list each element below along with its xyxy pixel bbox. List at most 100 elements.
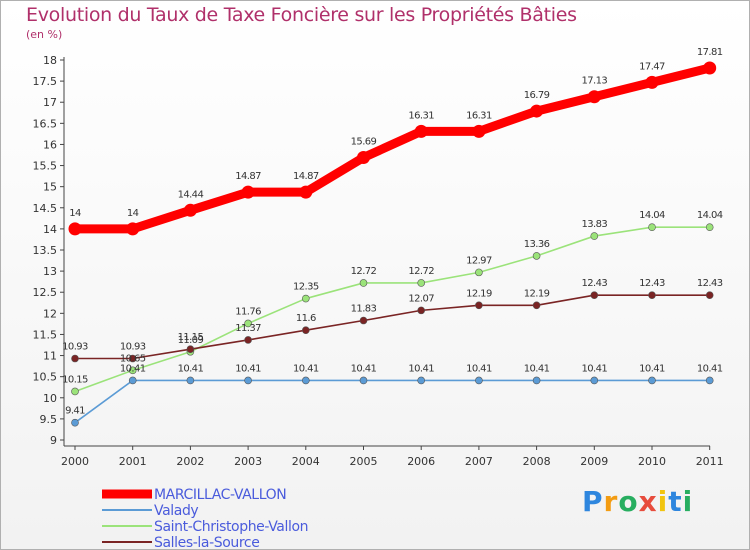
data-label: 10.41 [235,363,261,374]
x-tick-label: 2001 [119,455,147,468]
data-label: 12.72 [351,266,377,277]
data-label: 10.41 [178,363,204,374]
legend-label: Salles-la-Source [154,535,259,550]
legend-label: Valady [154,503,198,519]
data-point [128,354,137,363]
data-point [590,376,599,385]
data-label: 17.81 [697,47,723,58]
data-label: 14.44 [178,189,204,200]
data-label: 10.41 [351,363,377,374]
data-label: 14 [127,208,139,219]
data-point [648,223,656,231]
data-point [530,104,544,118]
data-point [532,252,541,260]
x-tick-label: 2010 [638,455,666,468]
data-label: 14.04 [697,210,723,221]
y-tick-label: 9 [50,434,57,447]
chart-title: Evolution du Taux de Taxe Foncière sur l… [26,4,577,26]
logo-letter: r [603,485,619,518]
data-point [301,294,310,303]
data-point [359,279,368,287]
logo-letter: x [638,485,658,518]
y-tick-label: 18 [43,54,57,67]
data-label: 10.41 [408,363,434,374]
y-tick-label: 10.5 [33,371,58,384]
logo-letter: i [657,485,669,518]
series-line-marcillac-vallon [70,63,715,234]
y-tick-label: 11 [43,350,57,363]
data-label: 12.07 [408,293,434,304]
data-point [645,75,659,89]
y-tick-label: 11.5 [33,328,58,341]
x-tick-label: 2004 [292,455,320,468]
data-point [417,376,426,385]
data-label: 10.41 [293,363,319,374]
logo-letter: i [682,485,694,518]
data-point [71,354,79,363]
y-tick-label: 9.5 [40,413,58,426]
data-point [414,124,428,138]
data-point [705,223,714,231]
data-label: 11.15 [178,332,204,343]
data-point [359,376,368,385]
data-label: 11.6 [296,313,316,324]
y-tick-label: 14 [43,223,57,236]
data-point [705,291,714,299]
data-label: 17.47 [639,61,665,72]
data-label: 13.36 [524,239,550,250]
data-point [417,279,426,287]
data-label: 17.13 [581,76,607,87]
data-label: 11.76 [235,306,261,317]
data-label: 14.04 [639,210,665,221]
data-label: 12.43 [697,278,723,289]
y-tick-label: 13.5 [33,244,58,257]
data-label: 10.41 [639,363,665,374]
data-point [705,376,714,385]
data-label: 14.87 [235,171,261,182]
y-tick-label: 16 [43,138,57,151]
x-tick-label: 2000 [61,455,89,468]
data-label: 10.65 [120,353,146,364]
data-point [417,306,426,315]
legend-label: Saint-Christophe-Vallon [154,519,308,535]
data-point [301,376,310,385]
data-label: 9.41 [65,406,85,417]
data-point [590,232,599,240]
data-label: 10.15 [62,374,88,385]
chart-subtitle: (en %) [26,28,63,41]
data-point [244,319,252,328]
data-label: 11.83 [351,304,377,315]
data-point [71,418,79,427]
y-tick-label: 12 [43,307,57,320]
y-tick-label: 16.5 [33,117,58,130]
data-point [186,376,195,385]
logo-letter: P [582,485,604,518]
series-line-salles-la-source [74,294,711,360]
data-label: 10.41 [581,363,607,374]
data-label: 10.93 [62,342,88,353]
data-label: 12.97 [466,255,492,266]
data-point [244,376,252,385]
x-tick-label: 2006 [407,455,435,468]
data-label: 11.09 [178,335,204,346]
y-tick-label: 10 [43,392,57,405]
data-point [587,90,601,104]
y-tick-label: 17 [43,96,57,109]
data-label: 10.41 [697,363,723,374]
data-label: 12.43 [639,278,665,289]
x-tick-label: 2011 [696,455,724,468]
data-point [241,185,255,199]
data-point [183,203,197,217]
proxiti-logo: Proxiti [582,485,693,518]
data-point [299,185,313,199]
logo-letter: o [618,485,639,518]
data-label: 16.79 [524,90,550,101]
data-label: 11.37 [235,323,261,334]
data-label: 12.19 [524,288,550,299]
data-label: 12.43 [581,278,607,289]
data-label: 10.41 [524,363,550,374]
data-point [590,291,599,299]
data-point [532,301,541,310]
data-point [703,61,717,75]
x-tick-label: 2005 [350,455,378,468]
